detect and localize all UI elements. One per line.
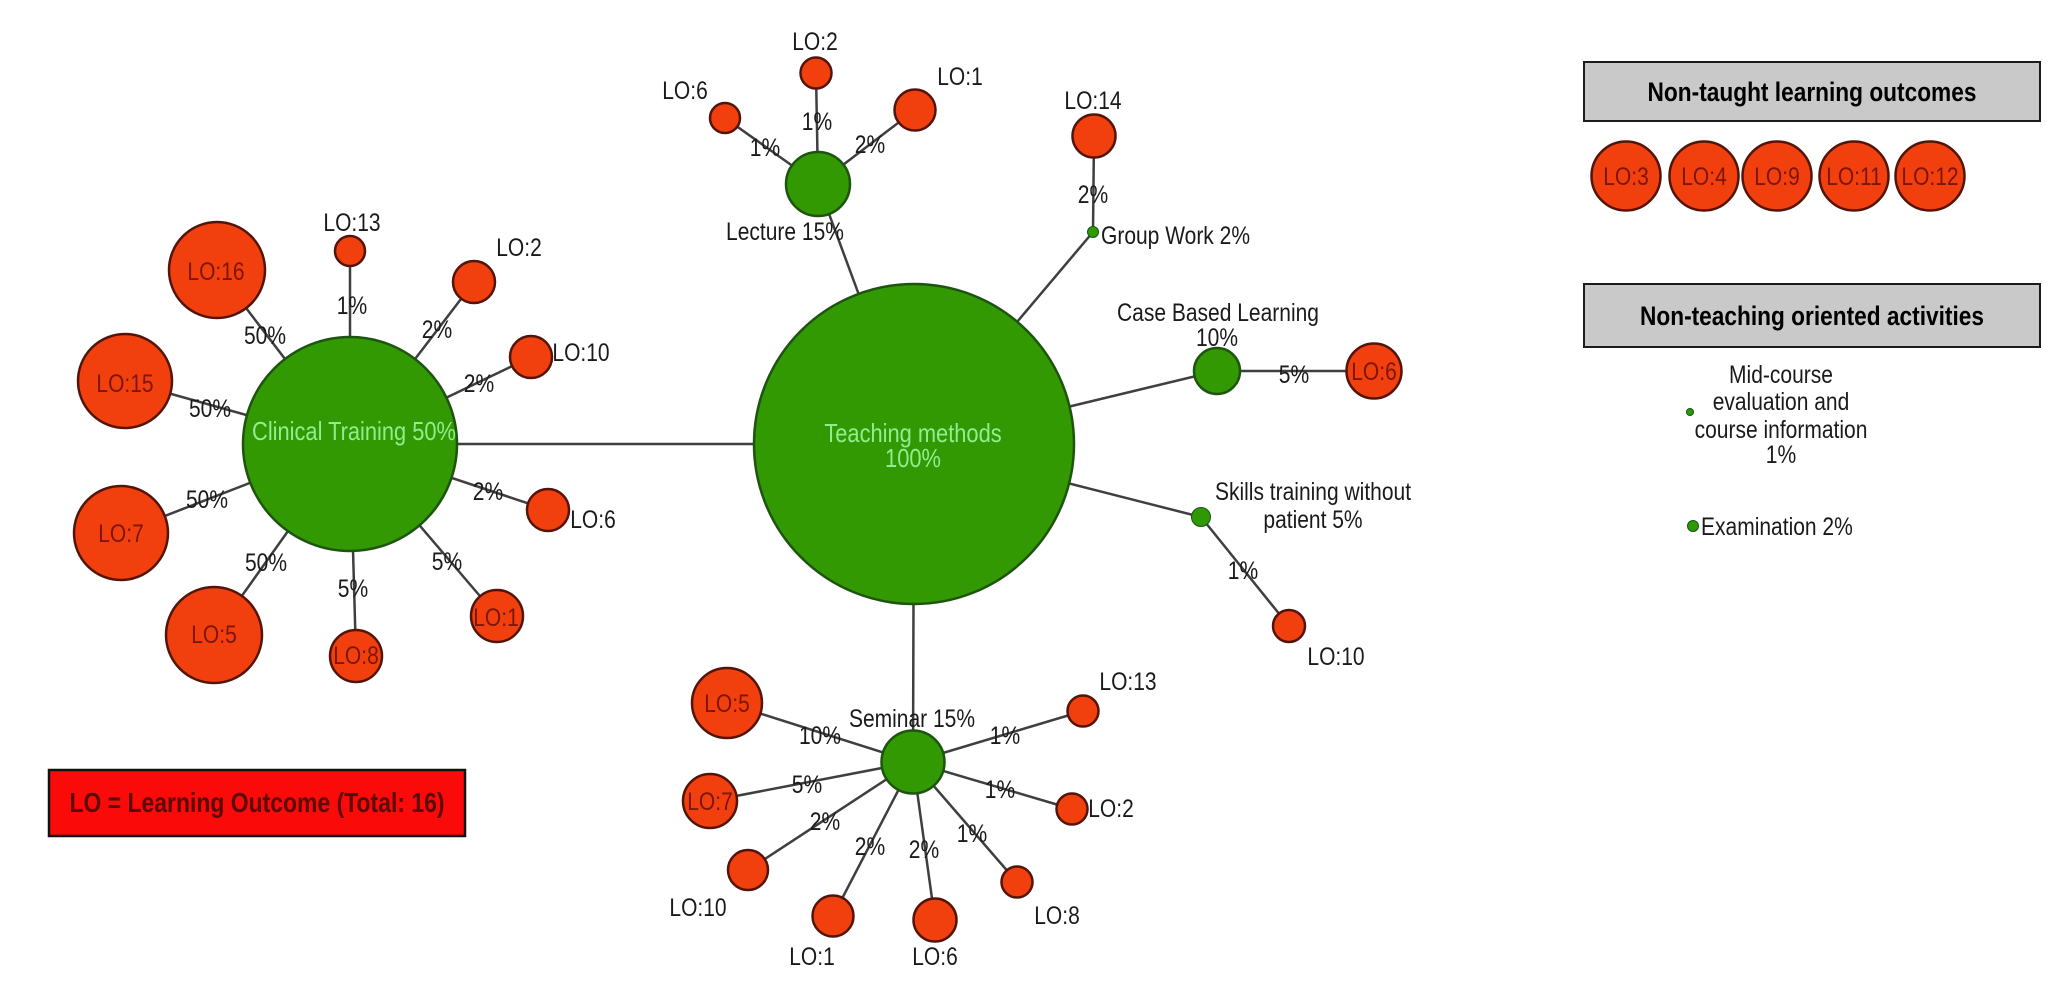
svg-text:LO:12: LO:12 (1901, 163, 1958, 191)
svg-text:50%: 50% (189, 395, 231, 423)
svg-text:LO:10: LO:10 (669, 894, 726, 922)
svg-text:2%: 2% (855, 131, 885, 159)
svg-text:100%: 100% (885, 443, 941, 473)
svg-text:Non-taught learning outcomes: Non-taught learning outcomes (1648, 77, 1977, 107)
svg-text:LO:13: LO:13 (1099, 668, 1156, 696)
svg-text:LO:6: LO:6 (570, 506, 616, 534)
svg-text:Group Work 2%: Group Work 2% (1101, 222, 1250, 250)
svg-text:evaluation and: evaluation and (1713, 388, 1850, 416)
svg-text:2%: 2% (464, 370, 494, 398)
svg-text:LO:7: LO:7 (687, 788, 733, 816)
svg-text:Skills training without: Skills training without (1215, 478, 1411, 506)
svg-text:LO:9: LO:9 (1754, 163, 1800, 191)
svg-text:2%: 2% (855, 833, 885, 861)
svg-text:Lecture 15%: Lecture 15% (726, 218, 844, 246)
svg-text:5%: 5% (1279, 361, 1309, 389)
svg-text:LO:11: LO:11 (1826, 163, 1882, 191)
svg-text:10%: 10% (799, 722, 841, 750)
svg-text:2%: 2% (909, 836, 939, 864)
svg-text:LO:6: LO:6 (1351, 358, 1397, 386)
svg-text:LO:4: LO:4 (1681, 163, 1727, 191)
svg-text:5%: 5% (792, 771, 822, 799)
svg-text:LO:2: LO:2 (496, 234, 542, 262)
svg-text:5%: 5% (338, 575, 368, 603)
svg-text:Non-teaching oriented activiti: Non-teaching oriented activities (1640, 301, 1984, 331)
svg-text:50%: 50% (244, 322, 286, 350)
svg-text:LO = Learning Outcome (Total:: LO = Learning Outcome (Total: 16) (70, 787, 445, 818)
svg-text:LO:10: LO:10 (1307, 643, 1364, 671)
svg-text:LO:8: LO:8 (333, 642, 379, 670)
svg-text:LO:5: LO:5 (704, 690, 750, 718)
svg-text:Mid-course: Mid-course (1729, 361, 1833, 389)
svg-text:1%: 1% (750, 134, 780, 162)
svg-text:1%: 1% (985, 776, 1015, 804)
svg-text:LO:6: LO:6 (912, 943, 958, 971)
svg-text:LO:6: LO:6 (662, 77, 708, 105)
svg-text:Examination 2%: Examination 2% (1701, 513, 1853, 541)
svg-text:LO:15: LO:15 (96, 370, 153, 398)
svg-text:2%: 2% (1078, 181, 1108, 209)
svg-text:LO:7: LO:7 (98, 520, 144, 548)
svg-text:1%: 1% (1228, 557, 1258, 585)
svg-text:LO:3: LO:3 (1603, 163, 1649, 191)
svg-text:Teaching methods: Teaching methods (824, 418, 1001, 448)
svg-text:Case Based Learning: Case Based Learning (1117, 299, 1319, 327)
svg-text:LO:14: LO:14 (1064, 87, 1121, 115)
svg-text:LO:5: LO:5 (191, 621, 237, 649)
svg-text:1%: 1% (802, 108, 832, 136)
svg-text:10%: 10% (1196, 324, 1238, 352)
svg-text:patient 5%: patient 5% (1263, 506, 1362, 534)
svg-text:1%: 1% (1766, 441, 1796, 469)
svg-text:LO:1: LO:1 (937, 63, 983, 91)
svg-text:1%: 1% (337, 292, 367, 320)
svg-text:5%: 5% (432, 548, 462, 576)
svg-text:50%: 50% (186, 486, 228, 514)
svg-text:LO:8: LO:8 (1034, 902, 1080, 930)
svg-text:1%: 1% (990, 722, 1020, 750)
svg-text:50%: 50% (245, 549, 287, 577)
svg-text:course information: course information (1695, 416, 1868, 444)
svg-text:LO:10: LO:10 (552, 339, 609, 367)
svg-text:LO:16: LO:16 (187, 258, 244, 286)
svg-text:2%: 2% (473, 478, 503, 506)
svg-text:Clinical Training 50%: Clinical Training 50% (252, 416, 456, 446)
svg-text:1%: 1% (957, 820, 987, 848)
svg-text:2%: 2% (810, 808, 840, 836)
svg-text:Seminar 15%: Seminar 15% (849, 705, 975, 733)
svg-text:LO:1: LO:1 (789, 943, 835, 971)
svg-text:LO:1: LO:1 (473, 604, 519, 632)
svg-text:LO:13: LO:13 (323, 209, 380, 237)
svg-text:2%: 2% (422, 316, 452, 344)
svg-text:LO:2: LO:2 (1088, 795, 1134, 823)
svg-text:LO:2: LO:2 (792, 28, 838, 56)
